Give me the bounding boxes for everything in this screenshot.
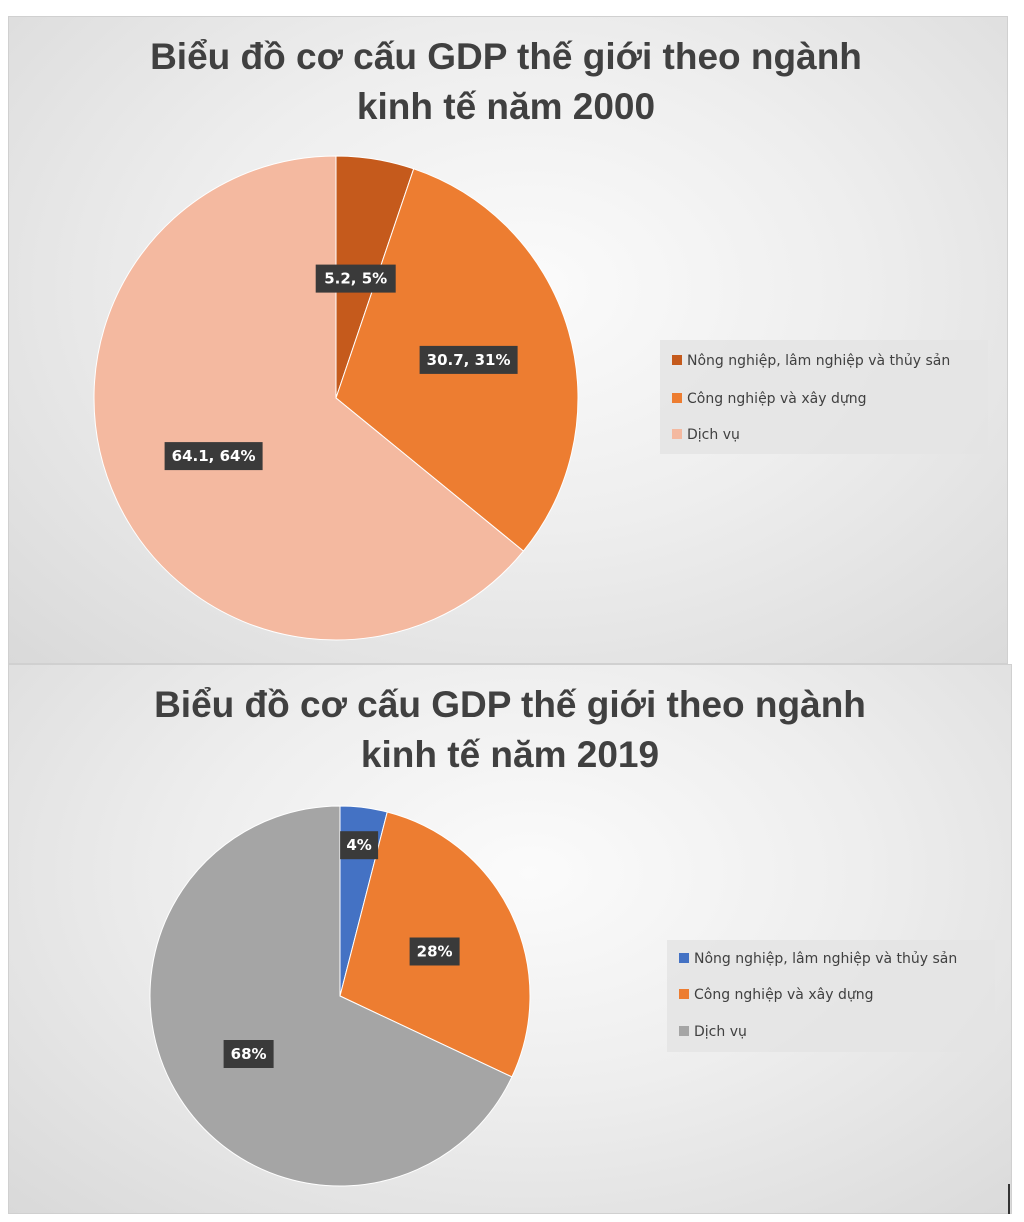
edge-mark: [1008, 1184, 1010, 1214]
legend-swatch: [679, 989, 689, 999]
data-label: 28%: [417, 943, 453, 961]
chart-title-line-1: Biểu đồ cơ cấu GDP thế giới theo ngành: [154, 684, 866, 725]
legend-entry-label: Dịch vụ: [694, 1024, 747, 1040]
legend-entry-label: Nông nghiệp, lâm nghiệp và thủy sản: [694, 951, 957, 967]
data-label: 5.2, 5%: [324, 270, 387, 288]
data-label-box: [419, 345, 518, 374]
chart-panel-2000: Biểu đồ cơ cấu GDP thế giới theo ngành k…: [8, 16, 1008, 664]
chart-title-line-1: Biểu đồ cơ cấu GDP thế giới theo ngành: [150, 36, 862, 77]
pie-slices: [149, 805, 531, 1187]
data-labels: 4% 28% 68%: [223, 831, 460, 1068]
chart-panel-2019: Biểu đồ cơ cấu GDP thế giới theo ngành k…: [8, 664, 1012, 1214]
pie-slices: [93, 155, 579, 641]
chart-title-line-2: kinh tế năm 2000: [357, 86, 655, 127]
data-labels: 5.2, 5% 30.7, 31% 64.1, 64%: [164, 264, 518, 471]
data-label-box: [164, 442, 263, 471]
chart-title-line-2: kinh tế năm 2019: [361, 734, 659, 775]
pie-chart-2000: Biểu đồ cơ cấu GDP thế giới theo ngành k…: [93, 36, 988, 641]
data-label-box: [409, 937, 460, 966]
legend-swatch: [672, 393, 682, 403]
legend-swatch: [679, 953, 689, 963]
data-label-box: [223, 1040, 274, 1068]
legend-swatch: [672, 429, 682, 439]
legend: Nông nghiệp, lâm nghiệp và thủy sản Công…: [660, 340, 988, 454]
pie-slice-dich-vu: [93, 155, 525, 641]
data-label-box: [340, 831, 379, 860]
pie-chart-2019: Biểu đồ cơ cấu GDP thế giới theo ngành k…: [149, 684, 995, 1187]
legend: Nông nghiệp, lâm nghiệp và thủy sản Công…: [667, 940, 995, 1052]
legend-background: [660, 340, 988, 454]
legend-entry-label: Dịch vụ: [687, 427, 740, 443]
legend-entry-label: Công nghiệp và xây dựng: [694, 987, 873, 1003]
data-label: 64.1, 64%: [172, 447, 256, 465]
pie-slice-dich-vu: [149, 805, 513, 1187]
legend-background: [667, 940, 995, 1052]
data-label: 4%: [346, 836, 371, 854]
legend-swatch: [672, 355, 682, 365]
legend-entry-label: Nông nghiệp, lâm nghiệp và thủy sản: [687, 353, 950, 369]
legend-swatch: [679, 1026, 689, 1036]
legend-entry-label: Công nghiệp và xây dựng: [687, 391, 866, 407]
data-label: 30.7, 31%: [427, 351, 511, 369]
data-label-box: [315, 264, 396, 293]
data-label: 68%: [231, 1045, 267, 1063]
